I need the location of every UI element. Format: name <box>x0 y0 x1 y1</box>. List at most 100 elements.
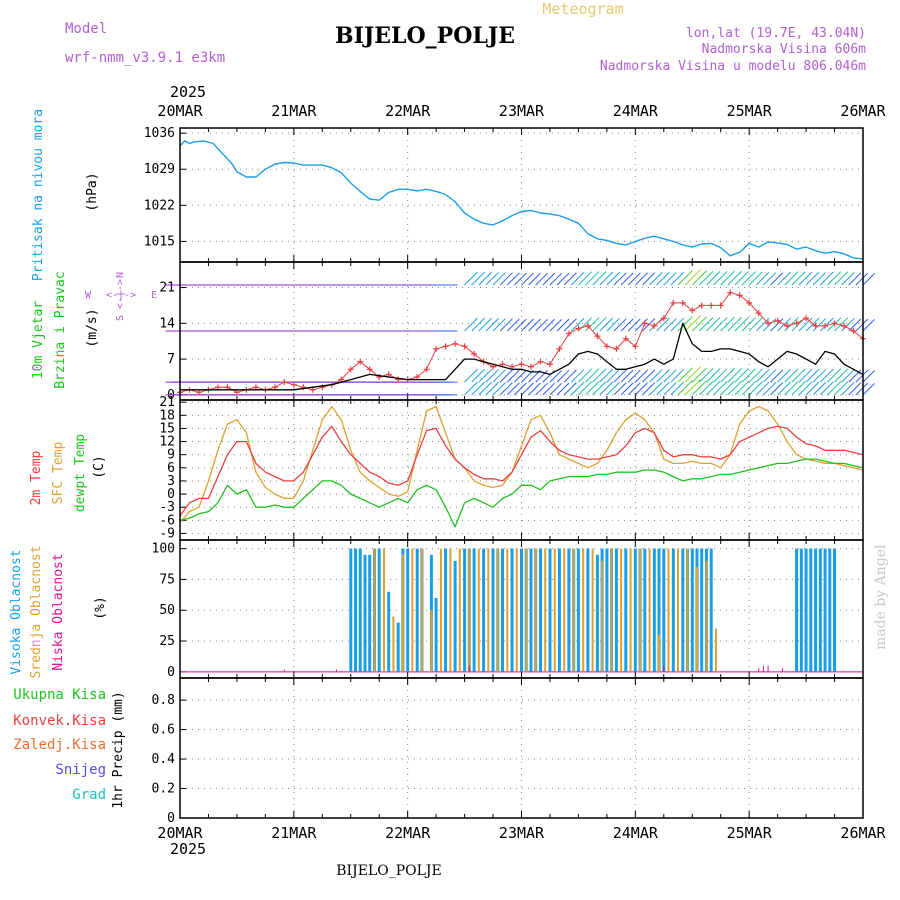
wind-gust-marker <box>793 320 800 327</box>
y-tick-label: 1029 <box>144 162 175 177</box>
wind-barb <box>620 369 634 383</box>
mid-cloud-bar <box>534 548 537 672</box>
y-tick-label: 9 <box>167 448 175 463</box>
mid-cloud-bar <box>430 610 433 672</box>
wind-gust-marker <box>822 322 829 329</box>
wind-barb <box>634 382 648 396</box>
high-cloud-bar <box>567 548 571 672</box>
high-cloud-bar <box>833 548 836 672</box>
wind-barb <box>805 381 820 396</box>
wind-barb <box>677 367 693 383</box>
wind-barb <box>734 271 749 286</box>
wind-barb <box>570 381 585 396</box>
wind-barb <box>563 382 577 396</box>
wind-barb <box>620 272 634 286</box>
model-label: Model <box>65 21 107 37</box>
wind-gust-marker <box>546 361 553 368</box>
wind-barb <box>763 318 777 332</box>
high-cloud-bar <box>614 548 618 672</box>
low-cloud-bar <box>762 665 764 672</box>
mid-cloud-bar <box>705 560 708 672</box>
wind-barb <box>691 316 707 332</box>
wind-barb <box>585 271 600 286</box>
high-cloud-bar <box>690 548 694 672</box>
high-cloud-bar <box>671 548 675 672</box>
wind-gust-marker <box>755 310 762 317</box>
high-cloud-bar <box>657 548 661 672</box>
mid-cloud-bar <box>686 548 689 672</box>
compass-arrows-vertical: <-|-> <box>115 279 126 309</box>
wind-barb <box>606 381 620 396</box>
high-cloud-bar <box>482 548 486 672</box>
wind-barb <box>521 272 534 286</box>
wind-barb <box>656 381 670 396</box>
wind-gust-marker <box>622 335 629 342</box>
x-tick-label-bottom: 23MAR <box>499 824 545 842</box>
y-tick-label: 21 <box>159 395 175 410</box>
wind-barb <box>677 316 693 332</box>
wind-barb <box>642 382 656 396</box>
wind-gust-marker <box>357 358 364 365</box>
wind-barb <box>670 271 685 286</box>
wind-barb <box>748 368 763 383</box>
y-tick-label: 50 <box>159 603 175 618</box>
wind-barb <box>478 317 492 332</box>
y-tick-label: 14 <box>159 316 175 331</box>
wind-gust-marker <box>651 322 658 329</box>
y-tick-label: -6 <box>159 513 175 528</box>
wind-barb <box>535 369 548 383</box>
high-cloud-bar <box>799 548 803 672</box>
wind-barb <box>834 271 849 286</box>
wind-gust-marker <box>727 289 734 296</box>
x-tick-label-top: 22MAR <box>385 102 431 120</box>
wind-barb <box>784 368 799 383</box>
precip-frz-label: Zaledj.Kisa <box>13 737 106 753</box>
mid-cloud-bar <box>468 548 471 672</box>
mid-cloud-bar <box>449 548 452 672</box>
wind-barb <box>592 381 607 396</box>
wind-barb <box>613 382 627 396</box>
wind-barb <box>805 317 820 332</box>
wind-barb <box>627 318 641 332</box>
chart-subtitle: Meteogram <box>542 0 623 18</box>
precip-frame <box>179 677 864 819</box>
wind-barb <box>713 380 728 396</box>
wind-gust-marker <box>746 299 753 306</box>
high-cloud-bar <box>396 622 400 672</box>
wind-barb <box>691 380 707 396</box>
wind-barb <box>755 317 770 332</box>
wind-barb <box>585 368 600 383</box>
wind-barb <box>499 272 513 286</box>
wind-barb <box>741 381 756 396</box>
wind-barb <box>634 369 648 383</box>
wind-barb <box>556 272 570 286</box>
wind-barb <box>862 273 875 286</box>
high-cloud-bar <box>368 554 372 672</box>
wind-barb <box>748 271 763 286</box>
wind-barb <box>841 369 855 383</box>
wind-barb <box>485 318 499 332</box>
mid-cloud-bar <box>601 560 604 672</box>
wind-barb <box>606 317 620 332</box>
high-cloud-bar <box>548 548 552 672</box>
wind-barb <box>627 272 641 286</box>
mid-cloud-bar <box>610 548 613 672</box>
wind-gust-marker <box>613 345 620 352</box>
wind-barb <box>684 366 701 383</box>
wind-barb <box>699 270 714 286</box>
wind-unit: (m/s) <box>85 308 100 347</box>
wind-barb <box>770 272 784 286</box>
wind-barb <box>798 271 813 286</box>
precip-unit: 1hr Precip (mm) <box>111 691 126 808</box>
wind-gust-marker <box>461 343 468 350</box>
low-cloud-bar <box>336 669 337 672</box>
high-cloud-bar <box>463 548 467 672</box>
high-cloud-bar <box>349 548 353 672</box>
high-cloud-bar <box>643 548 647 672</box>
y-tick-label: 100 <box>152 542 175 557</box>
wind-barb <box>514 318 527 332</box>
wind-barb <box>706 317 721 332</box>
y-tick-label: 21 <box>159 281 175 296</box>
cloud-unit: (%) <box>93 596 108 619</box>
high-cloud-bar <box>377 548 381 672</box>
